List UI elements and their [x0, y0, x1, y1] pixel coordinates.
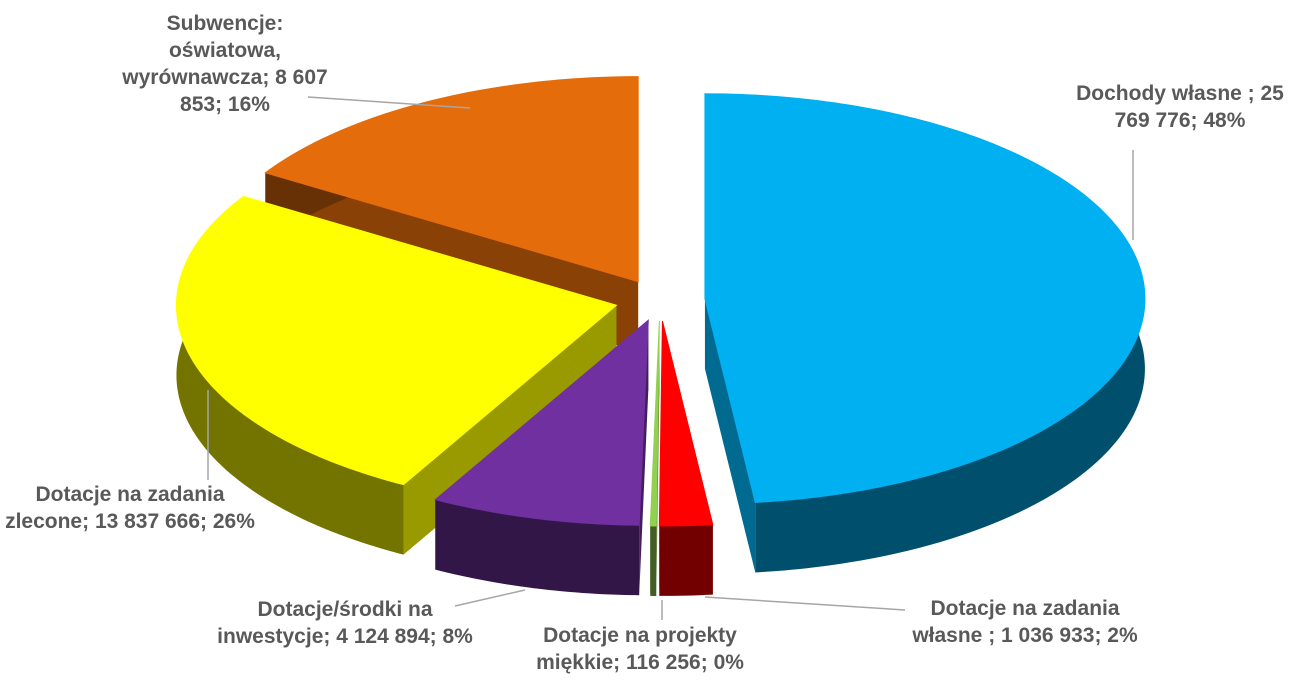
slice — [649, 320, 660, 527]
leader-lines — [207, 96, 1134, 620]
slice — [704, 93, 1146, 503]
leader-line — [307, 96, 471, 109]
slice — [264, 76, 639, 283]
slice-side — [704, 298, 756, 573]
data-label: Dotacje/środki na inwestycje; 4 124 894;… — [217, 598, 473, 648]
pie — [175, 76, 1146, 596]
slice-side — [176, 196, 404, 555]
data-label: Dotacje na zadania własne ; 1 036 933; 2… — [912, 597, 1138, 647]
leader-line — [704, 596, 906, 611]
data-label: Dotacje na zadania zlecone; 13 837 666; … — [5, 483, 255, 533]
slice — [175, 195, 618, 486]
data-label: Dochody własne ; 25 769 776; 48% — [1076, 82, 1284, 132]
slice — [434, 319, 649, 526]
leader-line — [454, 589, 526, 607]
data-label: Subwencje: oświatowa, wyrównawcza; 8 607… — [122, 12, 328, 116]
slice — [658, 320, 714, 527]
data-label: Dotacje na projekty miękkie; 116 256; 0% — [536, 624, 744, 674]
slice-side — [659, 524, 713, 596]
slice-side — [650, 525, 657, 596]
